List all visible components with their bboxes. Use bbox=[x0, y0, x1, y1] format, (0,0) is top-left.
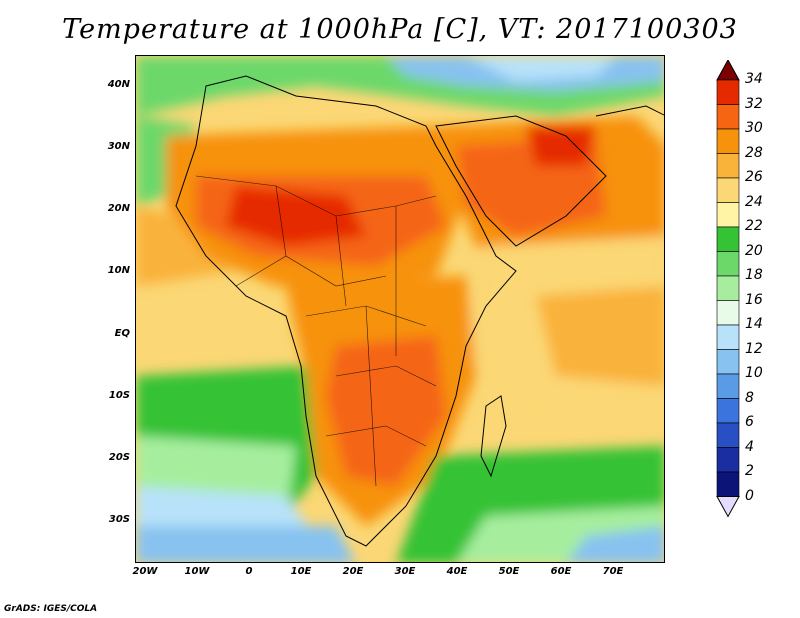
colorbar-label: 8 bbox=[745, 389, 754, 406]
colorbar-top-arrow bbox=[716, 60, 740, 81]
lon-label-20e: 20E bbox=[342, 566, 364, 577]
map-title: Temperature at 1000hPa [C], VT: 20171003… bbox=[62, 14, 738, 45]
lat-label-30s: 30S bbox=[108, 514, 130, 525]
lat-label-20n: 20N bbox=[107, 203, 130, 214]
grads-credit: GrADS: IGES/COLA bbox=[4, 604, 98, 614]
lat-label-10n: 10N bbox=[107, 265, 130, 276]
colorbar-label: 32 bbox=[745, 95, 763, 112]
colorbar-segment bbox=[716, 128, 740, 154]
colorbar-segment bbox=[716, 275, 740, 301]
field-indian-warm bbox=[536, 286, 664, 386]
temperature-field bbox=[136, 56, 664, 562]
coastlines bbox=[175, 75, 664, 547]
colorbar-label: 18 bbox=[745, 267, 763, 283]
field-sw-blue bbox=[136, 526, 355, 562]
colorbar-label: 22 bbox=[745, 218, 763, 234]
field-southern-hot bbox=[326, 336, 446, 486]
colorbar-segment bbox=[716, 447, 740, 473]
lon-label-20w: 20W bbox=[132, 566, 158, 577]
colorbar-label: 12 bbox=[745, 340, 763, 357]
colorbar-segment bbox=[716, 349, 740, 375]
colorbar-label: 6 bbox=[745, 414, 754, 430]
field-north-lightblue bbox=[466, 56, 616, 81]
colorbar-label: 34 bbox=[745, 71, 763, 87]
lon-label-60e: 60E bbox=[550, 566, 572, 577]
colorbar-segment bbox=[716, 153, 740, 179]
colorbar-segment bbox=[716, 324, 740, 350]
colorbar-segment bbox=[716, 251, 740, 277]
lat-label-10s: 10S bbox=[108, 390, 130, 401]
colorbar-segment bbox=[716, 104, 740, 130]
lat-label-eq: EQ bbox=[114, 328, 130, 339]
colorbar-segment bbox=[716, 373, 740, 399]
colorbar-segment bbox=[716, 398, 740, 424]
colorbar-segment bbox=[716, 202, 740, 228]
colorbar-label: 30 bbox=[745, 120, 763, 136]
lat-label-30n: 30N bbox=[107, 141, 130, 152]
field-sahara-hot bbox=[226, 186, 366, 246]
colorbar-segment bbox=[716, 471, 740, 497]
colorbar-bottom-arrow bbox=[716, 496, 740, 518]
colorbar-segment bbox=[716, 226, 740, 252]
lon-label-30e: 30E bbox=[394, 566, 416, 577]
colorbar-segment bbox=[716, 422, 740, 448]
colorbar bbox=[716, 60, 740, 518]
lat-label-40n: 40N bbox=[107, 79, 130, 90]
colorbar-segment bbox=[716, 177, 740, 203]
lat-label-20s: 20S bbox=[108, 452, 130, 463]
colorbar-label: 10 bbox=[745, 365, 763, 381]
colorbar-label: 26 bbox=[745, 169, 763, 185]
colorbar-label: 16 bbox=[745, 291, 763, 308]
colorbar-label: 28 bbox=[745, 144, 763, 161]
lon-label-70e: 70E bbox=[602, 566, 624, 577]
temperature-map bbox=[135, 55, 665, 563]
lon-label-0: 0 bbox=[245, 566, 253, 577]
lon-label-10e: 10E bbox=[290, 566, 312, 577]
field-gulf-hot bbox=[526, 126, 596, 166]
colorbar-label: 2 bbox=[745, 463, 754, 479]
colorbar-label: 20 bbox=[745, 242, 763, 259]
colorbar-label: 24 bbox=[745, 193, 763, 210]
colorbar-segment bbox=[716, 79, 740, 105]
colorbar-label: 0 bbox=[745, 487, 754, 504]
colorbar-segment bbox=[716, 300, 740, 326]
colorbar-label: 4 bbox=[745, 438, 754, 455]
colorbar-label: 14 bbox=[745, 316, 763, 332]
field-se-blue bbox=[567, 526, 664, 562]
lon-label-40e: 40E bbox=[446, 566, 468, 577]
lon-label-50e: 50E bbox=[498, 566, 520, 577]
lon-label-10w: 10W bbox=[184, 566, 210, 577]
country-borders bbox=[195, 175, 437, 487]
